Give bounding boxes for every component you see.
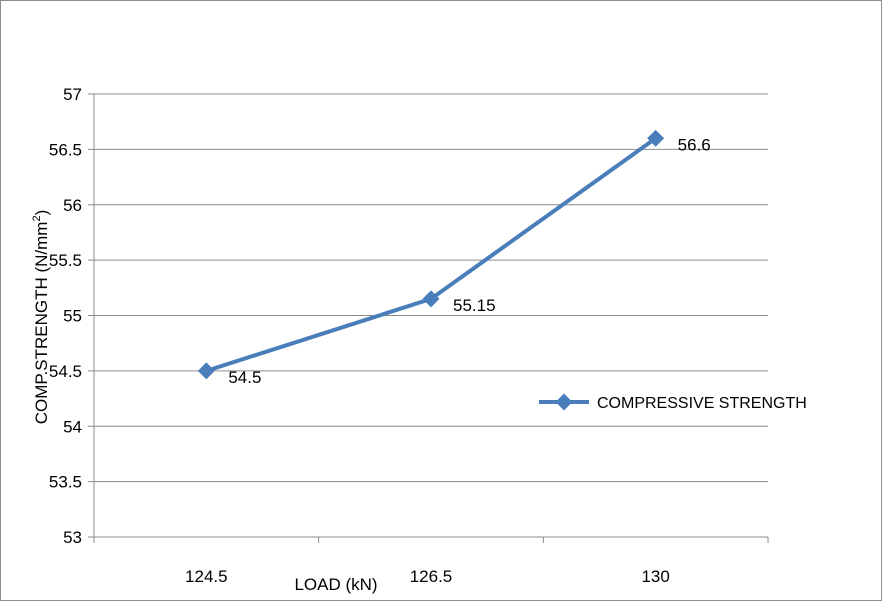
x-tick-labels: 124.5 126.5 130 [185,567,670,586]
data-point-marker [197,362,215,380]
y-tick-label: 55.5 [49,251,82,270]
y-tick-label: 53 [63,528,82,547]
x-tick-label: 130 [641,567,669,586]
y-axis-title-sup: 2 [31,215,43,221]
axes [88,93,769,543]
y-tick-label: 56.5 [49,140,82,159]
x-tick-label: 124.5 [185,567,228,586]
y-axis-title-main: COMP.STRENGTH (N/mm [32,222,51,425]
y-tick-label: 55 [63,307,82,326]
y-tick-label: 53.5 [49,473,82,492]
series-line [205,136,657,373]
y-tick-label: 57 [63,85,82,104]
gridlines [94,93,768,538]
y-axis-title-suffix: ) [32,210,51,216]
y-tick-label: 54 [63,417,82,436]
x-axis-title: LOAD (kN) [294,575,377,594]
y-tick-label: 54.5 [49,362,82,381]
legend: COMPRESSIVE STRENGTH [539,393,807,412]
y-axis-title: COMP.STRENGTH (N/mm2) [31,210,51,425]
data-label: 54.5 [228,368,261,387]
legend-marker [555,393,573,411]
data-label: 55.15 [453,296,496,315]
series-layer [197,129,665,380]
data-point-marker [647,129,665,147]
data-labels: 54.5 55.15 56.6 [228,135,710,387]
y-tick-label: 56 [63,196,82,215]
legend-label: COMPRESSIVE STRENGTH [597,395,807,412]
y-tick-labels: 53 53.5 54 54.5 55 55.5 56 56.5 57 [49,85,82,547]
data-point-marker [422,290,440,308]
x-tick-label: 126.5 [410,567,453,586]
data-label: 56.6 [678,135,711,154]
